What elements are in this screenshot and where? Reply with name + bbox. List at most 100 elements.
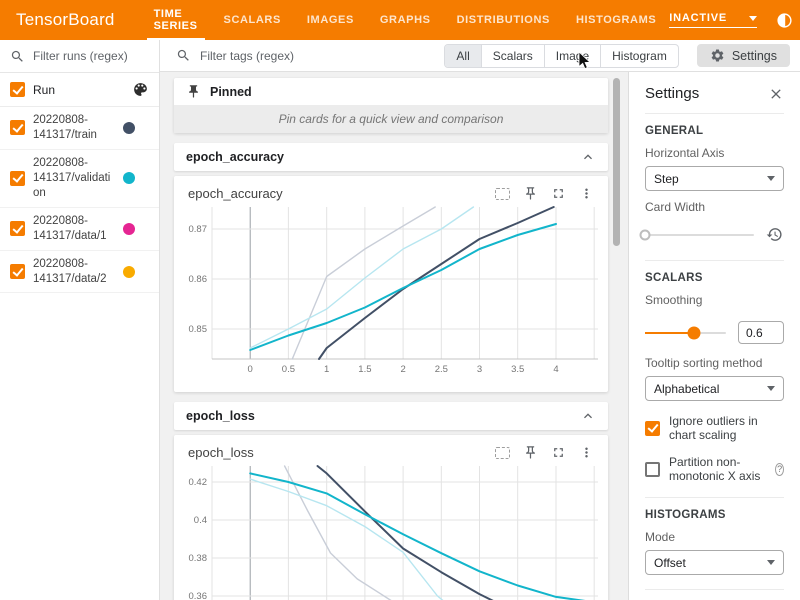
reset-card-width-button[interactable] [766,226,784,244]
pin-card-icon[interactable] [523,186,538,201]
run-color-dot [123,266,135,278]
pinned-card: Pinned Pin cards for a quick view and co… [174,78,608,133]
chevron-down-icon [749,16,757,21]
filter-runs-input[interactable]: Filter runs (regex) [33,49,128,63]
filter-image-button[interactable]: Image [544,45,600,67]
chevron-down-icon [767,560,775,565]
run-checkbox[interactable] [10,264,25,279]
run-checkbox[interactable] [10,120,25,135]
section-header-epoch-loss[interactable]: epoch_loss [174,402,608,430]
run-color-dot [123,172,135,184]
pin-icon [186,84,201,99]
contrast-icon [776,12,793,29]
svg-text:1.5: 1.5 [358,364,371,375]
horizontal-axis-select[interactable]: Step [645,166,784,191]
svg-text:0.85: 0.85 [189,324,208,335]
settings-button[interactable]: Settings [697,44,790,67]
chevron-up-icon [580,149,596,165]
close-icon[interactable] [768,86,784,102]
help-icon[interactable]: ? [775,463,784,476]
tensorboard-app: TensorBoard TIME SERIES SCALARS IMAGES G… [0,0,800,600]
run-checkbox[interactable] [10,221,25,236]
filter-all-button[interactable]: All [445,45,480,67]
status-label: INACTIVE [669,12,749,24]
run-color-dot [123,122,135,134]
svg-text:0.5: 0.5 [282,364,295,375]
pin-card-icon[interactable] [523,445,538,460]
reload-status-dropdown[interactable]: INACTIVE [669,12,757,28]
app-header: TensorBoard TIME SERIES SCALARS IMAGES G… [0,0,800,40]
tab-distributions[interactable]: DISTRIBUTIONS [444,0,563,40]
ignore-outliers-checkbox[interactable] [645,421,660,436]
tags-toolbar: Filter tags (regex) All Scalars Image Hi… [160,40,800,72]
chevron-up-icon [580,408,596,424]
chart-title: epoch_accuracy [188,186,495,201]
smoothing-slider[interactable] [645,332,726,334]
app-logo: TensorBoard [0,10,141,30]
vertical-scrollbar[interactable] [613,78,620,246]
more-options-icon[interactable] [579,445,594,460]
partition-x-axis-row: Partition non-monotonic X axis ? [645,455,784,483]
tag-filter-group: All Scalars Image Histogram [444,44,678,68]
settings-panel: Settings GENERAL Horizontal Axis Step Ca… [628,72,800,600]
fullscreen-icon[interactable] [551,186,566,201]
tab-time-series[interactable]: TIME SERIES [141,0,211,40]
chevron-down-icon [767,176,775,181]
chevron-down-icon [767,386,775,391]
svg-text:0.36: 0.36 [189,591,208,600]
ignore-outliers-row: Ignore outliers in chart scaling [645,414,784,442]
partition-x-axis-checkbox[interactable] [645,462,660,477]
fullscreen-icon[interactable] [551,445,566,460]
run-checkbox[interactable] [10,171,25,186]
epoch-loss-chart[interactable]: 0.360.380.40.4200.511.522.533.54 [176,464,604,600]
card-width-slider[interactable] [645,234,754,236]
tab-images[interactable]: IMAGES [294,0,367,40]
epoch-accuracy-chart[interactable]: 0.850.860.8700.511.522.533.54 [176,205,604,382]
dark-mode-toggle-button[interactable] [772,8,796,32]
tooltip-sorting-select[interactable]: Alphabetical [645,376,784,401]
section-header-epoch-accuracy[interactable]: epoch_accuracy [174,143,608,171]
tab-scalars[interactable]: SCALARS [211,0,294,40]
settings-panel-header: Settings [645,72,784,114]
run-row-validation: 20220808-141317/validation [0,150,159,208]
gear-icon [710,48,725,63]
run-row-data-2: 20220808-141317/data/2 [0,251,159,294]
svg-text:1: 1 [324,364,329,375]
pinned-header: Pinned [174,78,608,105]
header-actions: INACTIVE ? [669,8,800,32]
filter-tags-row: Filter tags (regex) [176,48,444,63]
svg-text:0.86: 0.86 [189,274,208,285]
tab-graphs[interactable]: GRAPHS [367,0,444,40]
chart-card-header: epoch_accuracy [176,182,604,203]
main-nav: TIME SERIES SCALARS IMAGES GRAPHS DISTRI… [141,0,670,40]
chart-card-header: epoch_loss [176,441,604,462]
svg-text:3: 3 [477,364,482,375]
fit-to-data-icon[interactable] [495,447,510,459]
more-options-icon[interactable] [579,186,594,201]
smoothing-value-input[interactable] [738,321,784,344]
filter-histogram-button[interactable]: Histogram [600,45,678,67]
search-icon [10,49,25,64]
smoothing-row [645,321,784,344]
chart-card-epoch-loss: epoch_loss 0.360.380.40.4200.511.522.533… [174,435,608,600]
svg-text:0.4: 0.4 [194,515,207,526]
settings-section-general: GENERAL Horizontal Axis Step Card Width [645,114,784,261]
svg-text:0.42: 0.42 [189,477,208,488]
settings-title: Settings [645,85,768,102]
chart-card-actions [495,445,594,460]
run-list-header: Run [0,73,159,107]
fit-to-data-icon[interactable] [495,188,510,200]
svg-text:0.87: 0.87 [189,224,208,235]
histogram-mode-select[interactable]: Offset [645,550,784,575]
chart-card-epoch-accuracy: epoch_accuracy 0.850.860.8700.511.522.53… [174,176,608,392]
settings-section-histograms: HISTOGRAMS Mode Offset [645,498,784,590]
palette-icon[interactable] [132,81,149,98]
tab-histograms[interactable]: HISTOGRAMS [563,0,669,40]
filter-scalars-button[interactable]: Scalars [481,45,544,67]
cards-scroll-area: Pinned Pin cards for a quick view and co… [160,72,628,600]
select-all-runs-checkbox[interactable] [10,82,25,97]
card-width-row [645,226,784,244]
filter-tags-input[interactable]: Filter tags (regex) [200,49,294,63]
runs-sidebar: Filter runs (regex) Run 20220808-141317/… [0,40,160,600]
svg-text:0: 0 [248,364,253,375]
